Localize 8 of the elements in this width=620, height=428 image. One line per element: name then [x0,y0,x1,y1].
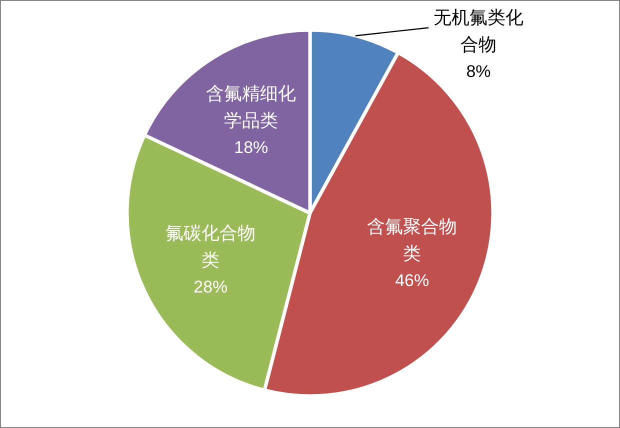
data-label: 18% [234,138,268,157]
slice-label: 含氟聚合物类 [367,216,458,264]
slice-label: 无机氟类化合物 [434,8,524,55]
slice-label: 含氟精细化学品类 [206,83,296,130]
slice-label: 氟碳化合物类 [166,222,256,270]
data-label: 8% [466,62,491,82]
data-label: 28% [194,277,228,296]
data-label: 46% [395,270,430,290]
